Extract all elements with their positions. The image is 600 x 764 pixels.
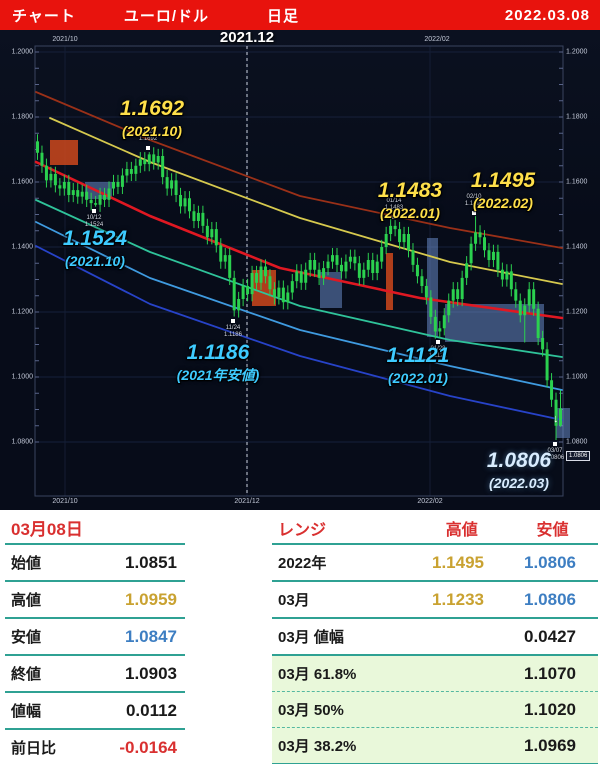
timeframe-selector[interactable]: 日足 [267,7,300,25]
range-header-low: 安値 [536,521,569,539]
daily-quote-table: 03月08日 始値 1.0851 高値 1.0959 安値 1.0847 終値 1.0903 値… [5,512,185,764]
range-row-high: 1.1495 [432,552,484,572]
range-table-row: 03月 50% 1.1020 [272,692,598,728]
daily-row-label: 安値 [11,629,42,646]
range-row-low: 1.0969 [524,735,576,755]
daily-row-value: 0.0112 [125,700,177,720]
daily-table-row: 終値 1.0903 [5,656,185,693]
daily-table-row: 高値 1.0959 [5,582,185,619]
range-row-label: 2022年 [278,555,327,572]
range-table-header: レンジ 高値 安値 [272,512,598,545]
header-date: 2022.03.08 [504,6,590,24]
daily-table-row: 始値 1.0851 [5,545,185,582]
tab-chart[interactable]: チャート [12,7,76,25]
range-row-low: 1.1020 [524,699,576,719]
app-header: チャート ユーロ/ドル 日足 2022.03.08 [0,0,600,30]
range-header-high: 高値 [445,521,478,539]
range-row-label: 03月 [278,592,310,609]
daily-table-title: 03月08日 [5,512,185,545]
range-table-row: 03月 値幅 0.0427 [272,619,598,656]
daily-row-label: 終値 [11,666,42,683]
range-row-low: 1.1070 [524,663,576,683]
range-table-row: 2022年 1.1495 1.0806 [272,545,598,582]
daily-row-label: 始値 [11,555,42,572]
daily-row-value: 1.0851 [125,552,177,572]
range-header-label: レンジ [278,521,327,539]
range-row-label: 03月 50% [278,702,344,719]
range-table-row: 03月 38.2% 1.0969 [272,728,598,764]
range-row-low: 1.0806 [524,552,576,572]
range-table-row: 03月 1.1233 1.0806 [272,582,598,619]
daily-row-value: 1.0959 [125,589,177,609]
daily-table-row: 安値 1.0847 [5,619,185,656]
range-table-row: 03月 61.8% 1.1070 [272,656,598,692]
daily-row-label: 高値 [11,592,42,609]
range-row-label: 03月 値幅 [278,629,344,646]
range-row-low: 0.0427 [524,626,576,646]
quote-tables: 03月08日 始値 1.0851 高値 1.0959 安値 1.0847 終値 1.0903 値… [0,510,600,764]
price-chart-canvas[interactable] [0,30,600,510]
instrument-selector[interactable]: ユーロ/ドル [123,7,210,25]
range-row-high: 1.1233 [432,589,484,609]
range-row-low: 1.0806 [524,589,576,609]
range-table: レンジ 高値 安値 2022年 1.1495 1.0806 03月 1.1233 1.0806… [272,512,598,764]
daily-table-row: 値幅 0.0112 [5,693,185,730]
daily-table-row: 前日比 -0.0164 [5,730,185,764]
daily-table-title-text: 03月08日 [11,520,83,539]
daily-row-value: 1.0903 [125,663,177,683]
daily-row-label: 値幅 [11,703,42,720]
daily-row-label: 前日比 [11,740,57,757]
daily-row-value: 1.0847 [125,626,177,646]
range-row-label: 03月 61.8% [278,666,357,683]
range-row-label: 03月 38.2% [278,738,357,755]
daily-row-value: -0.0164 [119,737,177,757]
